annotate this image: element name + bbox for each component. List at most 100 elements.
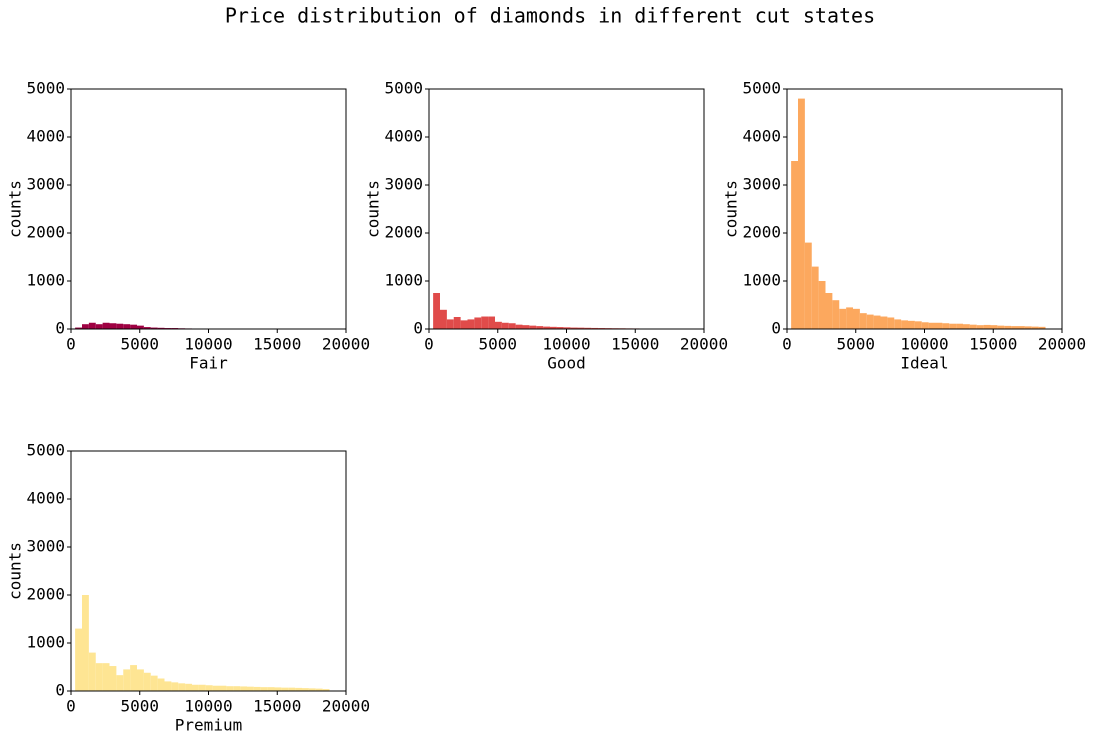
x-tick-label: 5000	[478, 335, 517, 354]
bar	[887, 317, 895, 329]
x-tick-label: 15000	[611, 335, 659, 354]
bar	[928, 322, 936, 329]
bar	[205, 685, 213, 691]
bar	[192, 684, 199, 691]
y-tick-label: 5000	[384, 79, 423, 98]
bar	[82, 324, 89, 329]
bar	[274, 687, 282, 691]
bar	[157, 327, 165, 329]
bar	[508, 323, 516, 329]
bar	[467, 319, 475, 329]
bar	[976, 325, 984, 329]
bar	[832, 300, 840, 329]
bar	[818, 281, 826, 329]
x-tick-label: 5000	[836, 335, 875, 354]
bar	[171, 682, 179, 691]
y-tick-label: 4000	[384, 127, 423, 146]
subplot: 0 5000 10000 15000 20000 0 1000 2000 3000 4000 500…	[364, 79, 729, 373]
y-tick-label: 4000	[742, 127, 781, 146]
x-tick-label: 20000	[680, 335, 728, 354]
bar	[281, 687, 289, 691]
bar	[88, 322, 96, 329]
bar	[488, 316, 495, 329]
bar	[550, 326, 557, 329]
bar	[226, 686, 234, 691]
bar	[164, 681, 172, 691]
x-tick-label: 0	[66, 335, 76, 354]
y-tick-label: 1000	[26, 633, 65, 652]
y-tick-label: 3000	[742, 175, 781, 194]
bar	[873, 315, 881, 329]
x-tick-label: 0	[782, 335, 792, 354]
y-tick-label: 3000	[384, 175, 423, 194]
bar	[935, 322, 943, 329]
bar	[116, 323, 124, 329]
subplot: 0 5000 10000 15000 20000 0 1000 2000 3000 4000 500…	[6, 79, 371, 373]
bar	[894, 319, 902, 329]
bar	[901, 320, 908, 329]
x-tick-label: 20000	[322, 335, 370, 354]
bar	[1038, 326, 1046, 329]
bar	[267, 687, 275, 691]
bar	[95, 663, 103, 691]
bar	[969, 324, 977, 329]
bar	[563, 327, 571, 329]
y-tick-label: 2000	[742, 223, 781, 242]
bar	[143, 672, 151, 691]
bar	[839, 308, 847, 329]
x-tick-label: 15000	[253, 335, 301, 354]
y-tick-label: 0	[771, 319, 781, 338]
bar	[219, 685, 227, 691]
bar	[109, 323, 117, 329]
subplot: 0 5000 10000 15000 20000 0 1000 2000 3000 4000 500…	[722, 79, 1087, 373]
bar	[150, 327, 158, 329]
bar	[963, 324, 970, 329]
axes-frame	[70, 88, 347, 330]
bar	[543, 326, 550, 329]
bar	[75, 327, 82, 329]
x-tick-label: 15000	[253, 697, 301, 716]
bar	[295, 687, 302, 691]
x-tick-label: 10000	[542, 335, 590, 354]
bar	[846, 307, 853, 329]
bar	[102, 322, 110, 329]
bar	[130, 324, 137, 329]
x-tick-label: 10000	[184, 697, 232, 716]
bar	[859, 313, 867, 329]
bar	[811, 266, 819, 329]
bar	[247, 686, 254, 691]
bar	[433, 293, 440, 329]
y-tick-label: 2000	[384, 223, 423, 242]
bar	[116, 675, 124, 691]
bar	[481, 316, 489, 329]
y-tick-label: 1000	[384, 271, 423, 290]
y-tick-label: 4000	[26, 489, 65, 508]
bar	[1031, 326, 1039, 329]
bar	[866, 314, 874, 329]
y-tick-label: 1000	[742, 271, 781, 290]
y-axis-label: counts	[6, 180, 25, 238]
bar	[157, 678, 165, 691]
bar	[1018, 326, 1025, 329]
bar	[137, 325, 144, 329]
bar	[130, 665, 137, 691]
y-tick-label: 2000	[26, 223, 65, 242]
bar	[956, 323, 963, 329]
bar	[853, 308, 860, 329]
bar	[322, 689, 330, 691]
bar	[198, 684, 206, 691]
x-tick-label: 0	[424, 335, 434, 354]
bar	[591, 327, 599, 329]
bar	[260, 687, 268, 691]
bar	[990, 325, 998, 329]
bar	[460, 320, 468, 329]
y-tick-label: 5000	[26, 79, 65, 98]
axes-frame	[70, 450, 347, 692]
bar	[798, 98, 805, 329]
bar	[584, 327, 592, 329]
bar	[791, 161, 798, 329]
y-tick-label: 3000	[26, 175, 65, 194]
y-tick-label: 3000	[26, 537, 65, 556]
figure-title: Price distribution of diamonds in differ…	[225, 4, 875, 28]
bar	[495, 321, 502, 329]
